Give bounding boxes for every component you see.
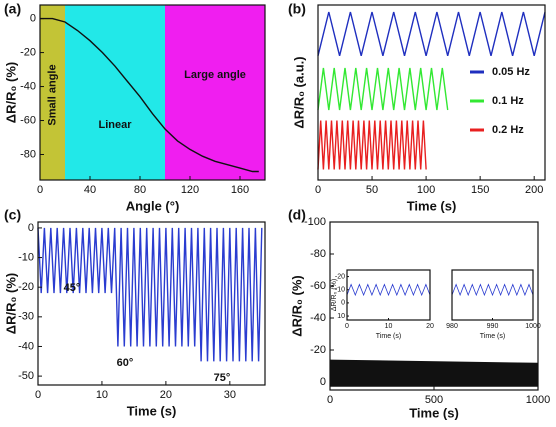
x-tick-label: 500 xyxy=(425,394,443,406)
y-tick-label: -40 xyxy=(20,80,36,92)
region xyxy=(65,5,165,180)
data-line xyxy=(317,11,546,56)
y-axis-label: ΔR/R₀ (%) xyxy=(289,275,304,336)
x-axis-label: Time (s) xyxy=(480,333,505,340)
y-tick-label: -30 xyxy=(18,311,34,323)
x-tick-label: 40 xyxy=(84,184,96,196)
x-tick-label: 120 xyxy=(181,184,199,196)
annotation: 45° xyxy=(64,282,81,294)
panel: 980 990 1000 Time (s) xyxy=(446,269,541,340)
x-axis-label: Time (s) xyxy=(127,403,177,418)
x-tick-label: 50 xyxy=(366,184,378,196)
y-tick-label: -10 xyxy=(18,251,34,263)
y-tick-label: 0 xyxy=(30,12,36,24)
y-tick-label: -20 xyxy=(18,281,34,293)
y-tick-label: 10 xyxy=(337,313,345,320)
y-axis-label: ΔR/R₀ (a.u.) xyxy=(291,56,306,128)
y-tick-label: -80 xyxy=(20,148,36,160)
region-label: Large angle xyxy=(184,69,246,81)
x-tick-label: 20 xyxy=(426,323,434,330)
y-axis-label: ΔR/R₀ (%) xyxy=(3,62,18,123)
x-tick-label: 1000 xyxy=(525,323,541,330)
panel-label: (b) xyxy=(288,1,306,17)
y-axis-label: ΔR/R₀ (%) xyxy=(331,279,338,311)
x-tick-label: 980 xyxy=(446,323,458,330)
region-label: Linear xyxy=(98,119,132,131)
x-tick-label: 10 xyxy=(385,323,393,330)
y-tick-label: -50 xyxy=(18,370,34,382)
y-tick-label: 0 xyxy=(28,222,34,234)
axes-frame xyxy=(317,4,546,181)
y-tick-label: -20 xyxy=(335,273,345,280)
legend-label: 0.2 Hz xyxy=(492,124,524,136)
data-line xyxy=(317,120,427,170)
y-tick-label: -60 xyxy=(20,114,36,126)
x-tick-label: 20 xyxy=(160,389,172,401)
y-axis-label: ΔR/R₀ (%) xyxy=(3,273,18,334)
x-tick-label: 0 xyxy=(327,394,333,406)
x-tick-label: 150 xyxy=(471,184,489,196)
region xyxy=(40,5,65,180)
x-tick-label: 80 xyxy=(134,184,146,196)
axes-frame xyxy=(39,4,266,181)
y-tick-label: -80 xyxy=(310,248,326,260)
data-line xyxy=(37,227,263,362)
x-tick-label: 100 xyxy=(417,184,435,196)
panel-label: (d) xyxy=(288,207,306,223)
x-tick-label: 0 xyxy=(37,184,43,196)
panel: 0 10 20 30 0 -10 -20 -30 -40 -50 Time (s) ΔR/R₀ (%)… xyxy=(3,207,266,418)
y-tick-label: -10 xyxy=(335,287,345,294)
panel: Small angle Linear Large angle 0 40 80 120 160 0… xyxy=(3,1,266,213)
x-tick-label: 0 xyxy=(35,389,41,401)
noise-band xyxy=(330,359,538,387)
x-tick-label: 0 xyxy=(315,184,321,196)
y-tick-label: -20 xyxy=(20,46,36,58)
annotation: 75° xyxy=(214,372,231,384)
x-tick-label: 0 xyxy=(345,323,349,330)
legend-label: 0.1 Hz xyxy=(492,95,524,107)
x-tick-label: 200 xyxy=(525,184,543,196)
region-label: Small angle xyxy=(46,64,58,125)
y-tick-label: -60 xyxy=(310,280,326,292)
data-line xyxy=(317,67,449,111)
y-tick-label: -100 xyxy=(304,216,326,228)
x-axis-label: Angle (°) xyxy=(126,198,180,213)
panel-label: (c) xyxy=(4,207,21,223)
annotation: 60° xyxy=(117,357,134,369)
y-tick-label: -20 xyxy=(310,344,326,356)
x-axis-label: Time (s) xyxy=(376,333,401,340)
y-tick-label: -40 xyxy=(310,312,326,324)
y-tick-label: 0 xyxy=(320,376,326,388)
x-tick-label: 10 xyxy=(96,389,108,401)
panel: 0 50 100 150 200 Time (s) ΔR/R₀ (a.u.) (b) 0.05 … xyxy=(288,1,546,213)
x-tick-label: 990 xyxy=(487,323,499,330)
x-tick-label: 30 xyxy=(224,389,236,401)
legend-label: 0.05 Hz xyxy=(492,66,530,78)
x-tick-label: 160 xyxy=(231,184,249,196)
x-axis-label: Time (s) xyxy=(407,198,457,213)
y-tick-label: 0 xyxy=(341,300,345,307)
x-axis-label: Time (s) xyxy=(409,405,459,420)
axes-frame xyxy=(37,221,266,386)
panel-label: (a) xyxy=(4,1,21,17)
data-line xyxy=(40,17,259,173)
data-line xyxy=(346,283,431,297)
y-tick-label: -40 xyxy=(18,340,34,352)
data-line xyxy=(451,283,534,297)
x-tick-label: 1000 xyxy=(526,394,550,406)
region xyxy=(165,5,265,180)
